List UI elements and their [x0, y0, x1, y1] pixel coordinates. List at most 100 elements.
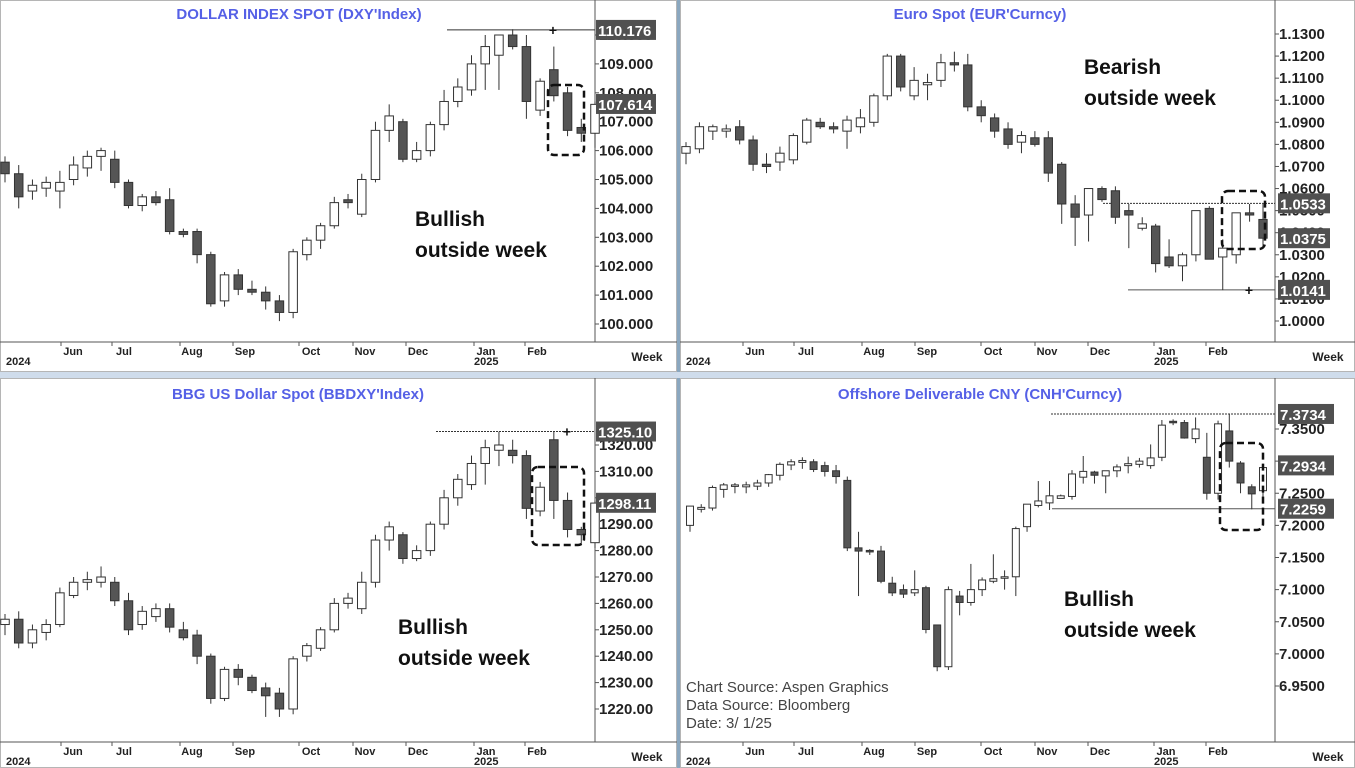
candle-body-bearish	[1236, 462, 1245, 484]
chart-panel-1: 100.000 101.000 102.000 103.000 104.000 105.0…	[0, 0, 677, 372]
price-tag-label: 1.0533	[1280, 196, 1326, 213]
candle	[494, 34, 504, 90]
candle	[820, 461, 829, 477]
vertical-divider	[677, 0, 680, 768]
candle	[966, 563, 975, 606]
candle-body-bullish	[55, 592, 65, 626]
candle-body-bearish	[976, 106, 986, 117]
x-tick-label: Jul	[116, 346, 132, 358]
annotation-line-1: Bullish	[398, 616, 468, 639]
candle	[247, 674, 257, 694]
candle	[944, 586, 953, 670]
y-tick-label: 7.2500	[1279, 485, 1325, 502]
candle	[549, 46, 559, 102]
candle	[137, 606, 147, 630]
candle-body-bearish	[1244, 212, 1255, 216]
candle	[329, 196, 340, 229]
candle	[1124, 456, 1133, 474]
candle	[1124, 203, 1134, 249]
candle-body-bearish	[274, 300, 285, 313]
candle-body-bearish	[921, 587, 930, 630]
candle	[562, 492, 573, 538]
candle-body-bearish	[1204, 207, 1214, 260]
candle-body-bullish	[494, 34, 504, 56]
candle	[137, 193, 147, 212]
candle-body-bullish	[370, 539, 381, 583]
candle	[775, 462, 784, 481]
candle	[735, 120, 745, 145]
candle	[708, 124, 718, 140]
candle	[356, 571, 367, 614]
annotation-line-1: Bullish	[1064, 588, 1134, 611]
candle	[0, 613, 10, 636]
candle	[721, 124, 731, 138]
y-tick-label: 101.000	[599, 287, 653, 304]
candle	[963, 53, 973, 112]
candle-body-bearish	[123, 600, 134, 631]
candle	[1090, 470, 1099, 484]
price-tag-label: 1.0375	[1280, 231, 1326, 248]
candle-body-bullish	[96, 576, 106, 583]
candle	[274, 687, 285, 717]
candle	[206, 653, 216, 704]
candle	[55, 587, 65, 628]
candle-body-bullish	[708, 486, 717, 509]
candle	[480, 35, 490, 90]
candle	[842, 115, 852, 149]
candle-body-bullish	[68, 581, 79, 596]
candle	[384, 521, 394, 551]
candle-body-bearish	[899, 589, 908, 595]
candle-body-bullish	[288, 251, 298, 313]
candle	[219, 271, 230, 307]
candle-body-bullish	[82, 155, 93, 169]
candle-body-bullish	[1079, 470, 1088, 478]
candle-body-bullish	[787, 461, 796, 466]
candle-body-bullish	[775, 463, 784, 476]
candle-body-bullish	[1023, 503, 1032, 528]
candle	[178, 621, 189, 641]
candle-body-bullish	[1000, 576, 1009, 579]
candle	[1137, 217, 1147, 231]
candle	[1003, 122, 1013, 149]
candle-body-bearish	[192, 231, 202, 256]
candle	[576, 118, 587, 142]
candle	[466, 55, 477, 96]
candle-body-bullish	[1124, 463, 1133, 467]
candle	[439, 489, 449, 530]
candle	[247, 280, 257, 296]
candle-body-bearish	[398, 534, 408, 560]
candle-body-bearish	[1003, 128, 1013, 145]
candle	[288, 656, 298, 715]
y-tick-label: 1230.00	[599, 675, 653, 692]
candle	[398, 118, 408, 163]
candle-body-bullish	[721, 128, 731, 132]
candle-body-bearish	[888, 582, 897, 594]
candle-body-bearish	[1169, 420, 1178, 424]
y-tick-label: 1280.00	[599, 543, 653, 560]
candle-body-bullish	[1016, 135, 1027, 143]
candle-body-bullish	[219, 668, 230, 699]
candle-body-bearish	[1090, 471, 1099, 476]
price-tag-label: 1298.11	[598, 496, 651, 513]
source-note: Date: 3/ 1/25	[686, 715, 772, 732]
candle-body-bullish	[708, 126, 718, 132]
x-tick-label: Dec	[1090, 746, 1110, 758]
x-tick-label: Aug	[181, 746, 202, 758]
candle-body-bullish	[1101, 470, 1110, 477]
y-tick-label: 1290.00	[599, 516, 653, 533]
x-tick-label: Feb	[527, 346, 547, 358]
candle-body-bearish	[562, 499, 573, 530]
candle-body-bearish	[576, 126, 587, 134]
candle-body-bearish	[549, 439, 559, 501]
annotation-line-2: outside week	[1064, 619, 1196, 642]
candle	[730, 482, 739, 494]
candle	[921, 585, 930, 634]
y-tick-label: 1.0800	[1279, 136, 1325, 153]
candle	[761, 153, 772, 174]
chart-title: Offshore Deliverable CNY (CNH'Curncy)	[838, 386, 1122, 403]
candle	[13, 611, 24, 649]
candle	[909, 67, 919, 101]
candle	[41, 619, 51, 641]
price-tag	[1278, 498, 1334, 519]
year-label: 2025	[1154, 756, 1178, 768]
